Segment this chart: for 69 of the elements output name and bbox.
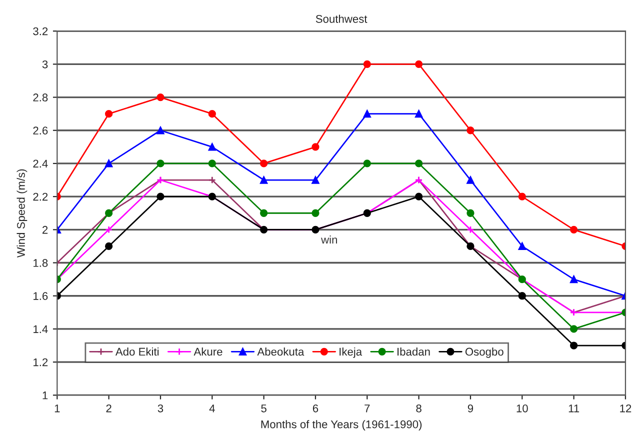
chart-title: Southwest: [316, 14, 368, 23]
point: [363, 160, 371, 168]
y-tick-label: 2.8: [33, 94, 48, 102]
x-tick-label: 2: [106, 404, 112, 412]
point: [570, 275, 578, 284]
x-tick-label: 4: [209, 404, 215, 412]
point: [260, 176, 268, 184]
point: [208, 160, 216, 168]
point: [104, 110, 113, 118]
point: [208, 143, 216, 151]
y-tick-label: 2.4: [33, 160, 48, 168]
point: [104, 242, 113, 250]
x-tick-label: 7: [364, 404, 370, 412]
point: [104, 160, 113, 168]
y-tick-label: 2: [42, 226, 48, 234]
point: [570, 226, 578, 234]
x-tick-label: 10: [516, 404, 528, 412]
x-tick-label: 3: [158, 404, 164, 412]
point: [518, 292, 526, 300]
legend-label: Abeokuta: [257, 347, 304, 356]
point: [260, 209, 268, 217]
y-tick-label: 2.6: [33, 126, 48, 135]
legend-label: Osogbo: [465, 347, 504, 358]
point: [466, 176, 474, 184]
y-tick-label: 1.6: [34, 292, 48, 300]
y-tick-label: 1.4: [34, 325, 48, 333]
y-tick-label: 1.8: [34, 259, 48, 267]
point: [414, 110, 423, 118]
x-tick-label: 6: [312, 404, 318, 412]
y-tick-label: 1.2: [34, 358, 48, 366]
point: [260, 160, 268, 168]
point: [363, 110, 371, 118]
point: [156, 160, 164, 168]
point: [208, 110, 216, 118]
point: [518, 242, 526, 250]
annotation: win: [321, 236, 337, 244]
point: [363, 60, 371, 68]
point: [414, 160, 423, 168]
x-tick-label: 8: [416, 404, 422, 412]
x-tick-label: 1: [54, 404, 60, 412]
legend-label: Akure: [194, 347, 222, 356]
point: [312, 209, 320, 217]
point: [156, 93, 164, 102]
point: [156, 126, 164, 134]
point: [414, 60, 423, 68]
point: [312, 143, 320, 151]
y-tick-label: 3: [42, 60, 48, 68]
y-tick-label: 1: [42, 392, 48, 400]
point: [156, 192, 164, 200]
x-tick-label: 12: [620, 404, 632, 412]
x-axis-title: Months of the Years (1961-1990): [261, 420, 422, 430]
y-tick-label: 2.2: [33, 192, 48, 201]
point: [518, 192, 526, 200]
point: [570, 325, 578, 333]
point: [104, 226, 113, 234]
x-tick-label: 11: [568, 404, 580, 412]
point: [570, 342, 578, 350]
point: [466, 126, 474, 134]
legend-label: Ikeja: [340, 347, 362, 358]
x-tick-label: 9: [468, 404, 474, 412]
y-tick-label: 3.2: [33, 27, 48, 36]
x-tick-label: 5: [261, 404, 266, 412]
y-axis-title: Wind Speed (m/s): [16, 169, 28, 258]
point: [466, 226, 474, 234]
legend-label: Ibadan: [398, 347, 430, 356]
point: [414, 192, 423, 200]
legend-label: Ado Ekiti: [115, 347, 159, 356]
point: [466, 209, 474, 217]
point: [312, 176, 320, 184]
